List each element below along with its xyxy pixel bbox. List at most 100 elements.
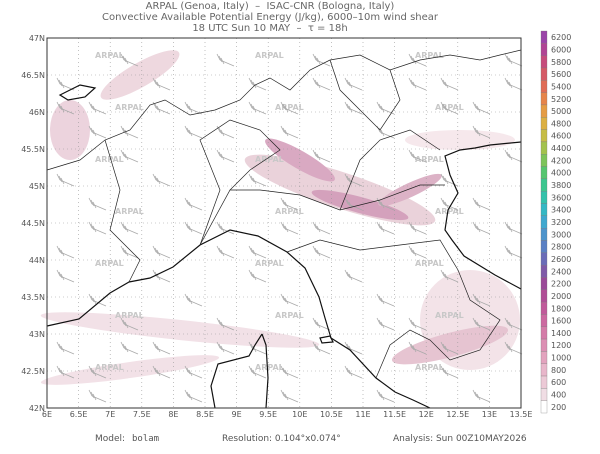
wind-barb (472, 389, 491, 403)
wind-barb (408, 221, 427, 235)
colorbar-label: 1600 (551, 317, 571, 326)
colorbar-cell (540, 252, 548, 266)
time-line: 18 UTC Sun 10 MAY – τ = 18h (192, 23, 347, 34)
wind-barb (120, 125, 139, 139)
colorbar-cell (540, 104, 548, 118)
watermark: ARPAL (435, 103, 464, 112)
colorbar-cell (540, 67, 548, 81)
wind-barb (376, 293, 395, 307)
cape-field: ARPAL ARPAL ARPAL ARPAL ARPAL ARPAL ARPAL ARPAL… (40, 50, 520, 385)
footer-resolution: Resolution: 0.104°x0.074° (222, 434, 341, 444)
wind-barb (376, 389, 395, 403)
wind-barb (312, 341, 331, 355)
colorbar-label: 1400 (551, 329, 571, 338)
wind-barb (120, 341, 139, 355)
x-tick-label: 9.5E (259, 410, 277, 419)
wind-barb (312, 221, 331, 235)
wind-barb (280, 101, 299, 115)
footer-analysis: Analysis: Sun 00Z10MAY2026 (393, 434, 527, 444)
x-tick-label: 12.5E (446, 410, 469, 419)
wind-barb (472, 197, 491, 211)
wind-barb (184, 101, 203, 115)
colorbar-label: 5600 (551, 70, 571, 79)
wind-barb (248, 245, 267, 259)
wind-barb (472, 293, 491, 307)
colorbar-label: 200 (551, 403, 566, 412)
wind-barb (280, 221, 299, 235)
colorbar-label: 1800 (551, 304, 571, 313)
wind-barb (152, 173, 171, 187)
colorbar-cell (540, 338, 548, 352)
wind-barb (408, 317, 427, 331)
wind-barb (280, 197, 299, 211)
wind-barb (440, 77, 459, 91)
watermark: ARPAL (255, 51, 284, 60)
watermark: ARPAL (95, 363, 124, 372)
colorbar-label: 3600 (551, 193, 571, 202)
wind-barb (120, 245, 139, 259)
x-tick-label: 10E (292, 410, 307, 419)
wind-barb (248, 77, 267, 91)
wind-barb (152, 365, 171, 379)
colorbar-cell (540, 289, 548, 303)
colorbar-label: 4200 (551, 156, 571, 165)
colorbar-cell (540, 92, 548, 106)
wind-barb (216, 317, 235, 331)
watermark: ARPAL (255, 155, 284, 164)
colorbar-cell (540, 203, 548, 216)
colorbar-cell (540, 375, 548, 389)
colorbar-cell (540, 43, 548, 56)
watermark: ARPAL (415, 363, 444, 372)
y-tick-label: 45.5N (21, 145, 45, 154)
colorbar-label: 6000 (551, 45, 571, 54)
wind-barb (216, 341, 235, 355)
x-tick-label: 8E (168, 410, 178, 419)
wind-barb (216, 149, 235, 163)
colorbar-label: 5000 (551, 107, 571, 116)
wind-barb (376, 101, 395, 115)
colorbar-cell (540, 55, 548, 69)
colorbar-label: 3000 (551, 230, 571, 239)
colorbar-cell (540, 314, 548, 327)
wind-barb (312, 53, 331, 67)
wind-barb (376, 125, 395, 139)
grid (47, 38, 521, 408)
x-tick-label: 13E (482, 410, 497, 419)
x-tick-label: 12E (419, 410, 434, 419)
colorbar-label: 2800 (551, 243, 571, 252)
colorbar-label: 6200 (551, 33, 571, 42)
colorbar-cell (540, 277, 548, 290)
y-tick-label: 46N (29, 108, 45, 117)
colorbar-cell (540, 400, 548, 414)
y-tick-label: 44N (29, 256, 45, 265)
wind-barb (376, 197, 395, 211)
wind-barb (184, 221, 203, 235)
wind-barb (472, 221, 491, 235)
wind-barb (184, 389, 203, 403)
wind-barb (312, 317, 331, 331)
wind-barb (344, 341, 363, 355)
wind-barb (408, 149, 427, 163)
wind-barb (248, 365, 267, 379)
wind-barb (216, 125, 235, 139)
colorbar-label: 2000 (551, 292, 571, 301)
watermark: ARPAL (95, 259, 124, 268)
wind-barb (280, 389, 299, 403)
wind-barb (88, 197, 107, 211)
wind-barb (344, 269, 363, 283)
colorbar-cell (540, 80, 548, 93)
y-tick-label: 42N (29, 404, 45, 413)
colorbar-label: 1200 (551, 341, 571, 350)
wind-barb (152, 341, 171, 355)
colorbar-cell (540, 178, 548, 192)
wind-barb (440, 197, 459, 211)
wind-barb (376, 221, 395, 235)
wind-barb (120, 149, 139, 163)
colorbar-cell (540, 363, 548, 377)
wind-barb (56, 341, 75, 355)
colorbar-label: 4800 (551, 119, 571, 128)
wind-barb (504, 341, 523, 355)
wind-barb (344, 197, 363, 211)
subtitle: Convective Available Potential Energy (J… (102, 12, 439, 23)
wind-barb (440, 365, 459, 379)
